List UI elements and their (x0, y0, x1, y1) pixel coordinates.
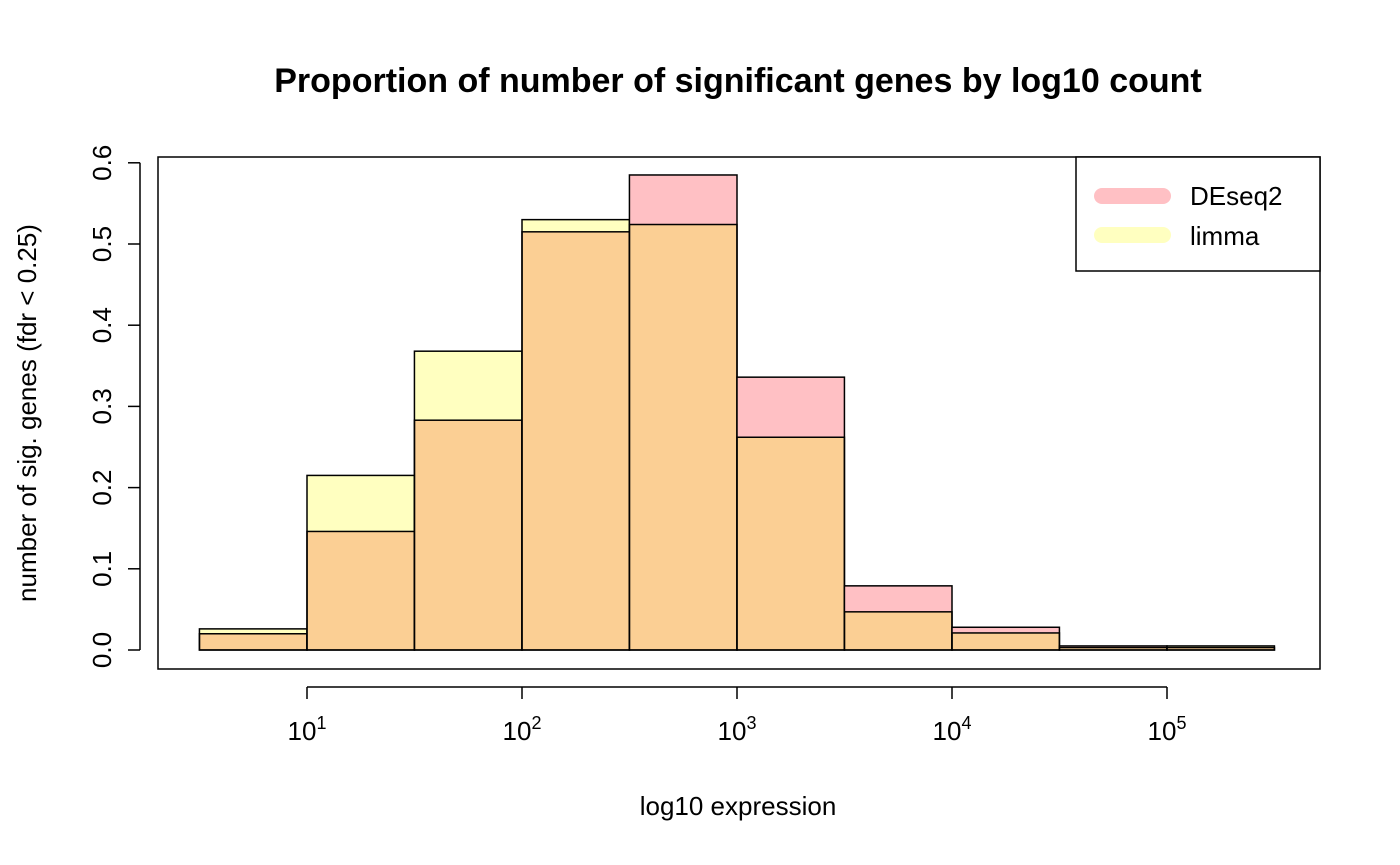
x-tick-label-4: 105 (1148, 713, 1187, 746)
bar-outline-limma-5 (736, 436, 846, 651)
bar-deseq2-8 (1059, 645, 1167, 648)
x-tick-label-2: 103 (718, 713, 757, 746)
legend-label-deseq2: DEseq2 (1190, 181, 1283, 211)
bar-overlap-7 (952, 632, 1060, 650)
x-axis-label: log10 expression (640, 791, 837, 821)
x-tick-label-1: 102 (503, 713, 542, 746)
x-tick-label-3: 104 (933, 713, 972, 746)
y-axis: 0.0 0.1 0.2 0.3 0.4 0.5 0.6 (87, 145, 141, 668)
y-tick-label-4: 0.4 (87, 307, 117, 343)
y-tick-label-3: 0.3 (87, 388, 117, 424)
y-axis-label: number of sig. genes (fdr < 0.25) (12, 224, 42, 602)
bar-limma-2 (414, 351, 522, 421)
y-tick-label-0: 0.0 (87, 632, 117, 668)
bar-deseq2-6 (844, 585, 952, 612)
x-tick-label-0: 101 (288, 713, 327, 746)
bar-overlap-0 (199, 633, 307, 650)
x-axis: 101 102 103 104 105 (288, 686, 1187, 746)
bar-deseq2-5 (737, 377, 845, 438)
bar-outline-limma-7 (951, 632, 1061, 651)
y-tick-label-1: 0.1 (87, 551, 117, 587)
bars-layer (198, 174, 1276, 651)
legend-label-limma: limma (1190, 221, 1260, 251)
bar-overlap-9 (1167, 647, 1275, 650)
bar-outline-limma-9 (1166, 645, 1276, 651)
bar-limma-9 (1167, 645, 1275, 648)
bar-deseq2-4 (629, 174, 737, 225)
y-tick-label-5: 0.5 (87, 226, 117, 262)
bar-limma-0 (199, 628, 307, 634)
bar-overlap-5 (737, 437, 845, 650)
legend-box (1075, 156, 1321, 272)
bar-limma-3 (522, 219, 630, 232)
chart-title: Proportion of number of significant gene… (274, 62, 1201, 100)
bar-overlap-3 (522, 231, 630, 650)
bar-overlap-8 (1059, 647, 1167, 650)
bar-overlap-6 (844, 611, 952, 650)
bar-overlap-2 (414, 420, 522, 650)
bar-deseq2-7 (952, 627, 1060, 633)
bar-overlap-4 (629, 224, 737, 650)
bar-limma-1 (307, 475, 415, 532)
bar-overlap-1 (307, 531, 415, 650)
y-tick-label-2: 0.2 (87, 470, 117, 506)
legend: DEseq2 limma (1075, 156, 1321, 272)
y-tick-label-6: 0.6 (87, 145, 117, 181)
plot-frame (157, 156, 1321, 670)
